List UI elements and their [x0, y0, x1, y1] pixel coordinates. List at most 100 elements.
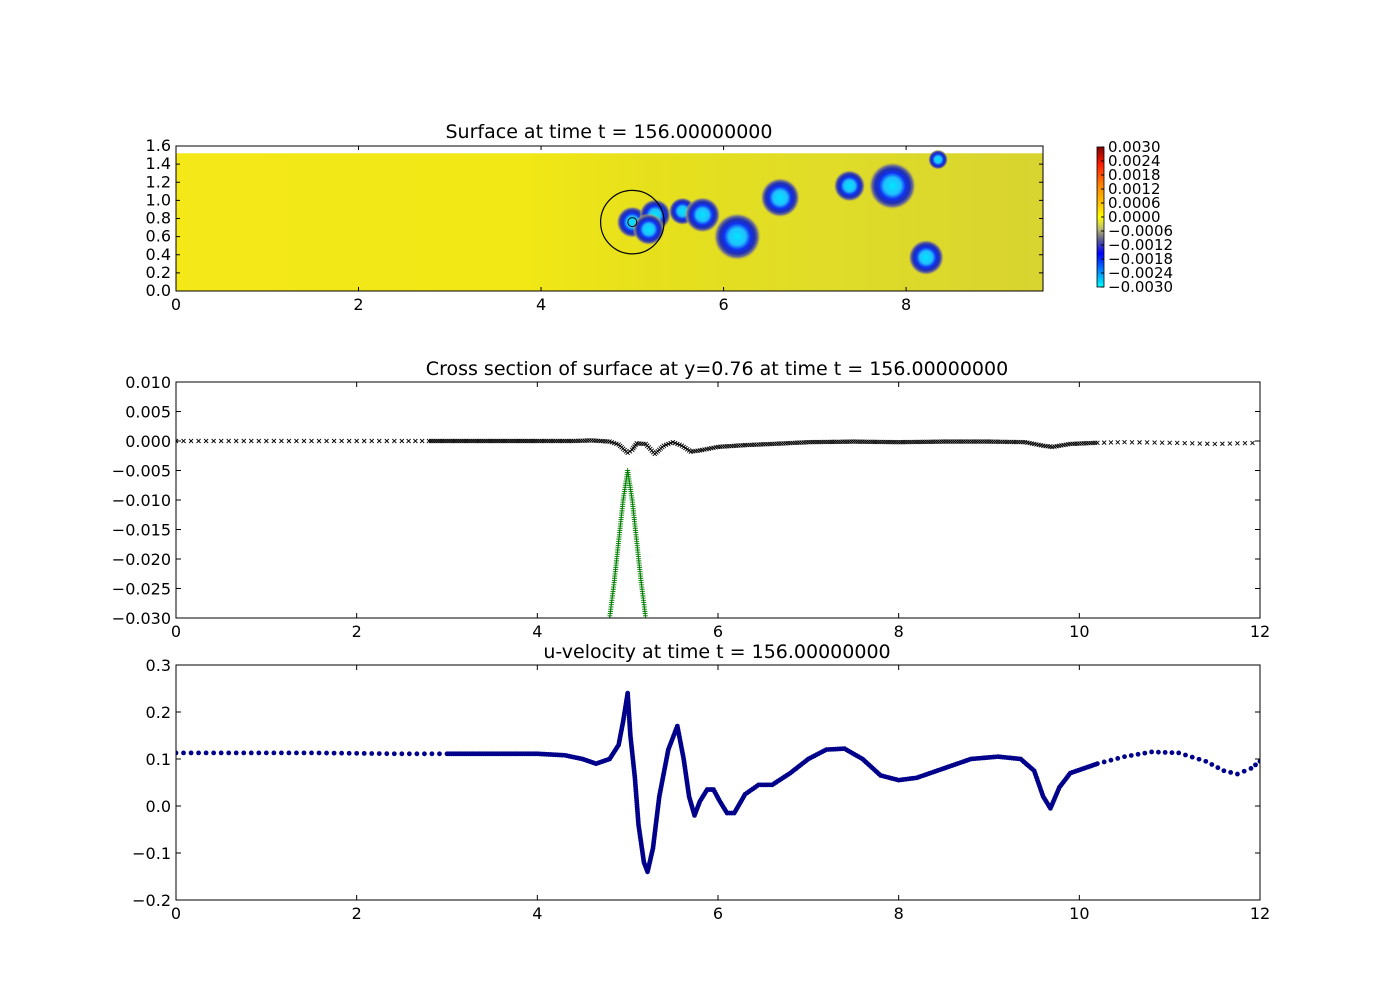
- x-tick-label: 4: [532, 622, 542, 641]
- data-point: [1189, 754, 1195, 760]
- data-point: [278, 750, 284, 756]
- y-tick-label: 0.8: [146, 209, 171, 228]
- data-point: [286, 438, 292, 444]
- data-point: [264, 438, 269, 444]
- y-tick-label: −0.025: [112, 580, 171, 599]
- data-point: [339, 750, 345, 756]
- data-point: [301, 750, 307, 756]
- data-point: [1167, 440, 1172, 446]
- data-point: [376, 438, 382, 444]
- data-point: [1137, 440, 1142, 445]
- data-point: [369, 438, 375, 444]
- x-tick-label: 0: [171, 622, 181, 641]
- data-point: [1197, 441, 1203, 446]
- data-point: [1253, 762, 1258, 768]
- panel-3-title: u-velocity at time t = 156.00000000: [543, 641, 890, 663]
- data-point: [1235, 441, 1240, 446]
- y-tick-label: 0.6: [146, 227, 171, 246]
- x-tick-label: 2: [352, 622, 362, 641]
- data-point: [241, 438, 247, 444]
- x-tick-label: 2: [352, 904, 362, 923]
- panel-2-title: Cross section of surface at y=0.76 at ti…: [426, 358, 1008, 380]
- depression-mark: [632, 213, 665, 246]
- data-point: [211, 750, 217, 756]
- data-point: [286, 750, 292, 756]
- colorbar: 0.00300.00240.00180.00120.00060.0000−0.0…: [1096, 138, 1173, 296]
- y-tick-label: −0.015: [112, 521, 171, 540]
- data-point: [218, 438, 224, 444]
- colorbar-tick-label: 0.0006: [1108, 194, 1161, 212]
- data-point: [294, 438, 299, 444]
- data-point: [1257, 758, 1260, 764]
- data-point: [233, 750, 239, 756]
- colorbar-tick-label: 0.0000: [1108, 208, 1161, 226]
- y-tick-label: 0.010: [125, 373, 171, 392]
- x-tick-label: 10: [1069, 904, 1089, 923]
- data-point: [256, 750, 262, 756]
- y-tick-label: 1.4: [146, 154, 171, 173]
- data-point: [419, 438, 425, 444]
- depression-mark: [908, 239, 945, 276]
- data-point: [196, 750, 201, 756]
- data-point: [248, 750, 254, 756]
- y-tick-label: 0.005: [125, 403, 171, 422]
- data-point: [1203, 758, 1209, 764]
- data-point: [181, 750, 186, 756]
- data-point: [346, 438, 352, 444]
- data-point: [271, 750, 277, 756]
- data-point: [1176, 750, 1182, 756]
- cross-section-plot: 0 2 4 6 8 10 12 0.010 0.005 0.000 −0.005 −0.010 −0.0…: [112, 373, 1270, 641]
- data-point: [1220, 441, 1225, 447]
- depression-mark: [833, 169, 866, 202]
- data-point: [1115, 756, 1121, 761]
- data-point: [361, 751, 367, 756]
- data-point: [1101, 759, 1107, 765]
- data-point: [324, 750, 329, 756]
- depression-mark: [713, 212, 762, 261]
- data-point: [1227, 441, 1233, 446]
- data-point: [1215, 765, 1221, 771]
- data-point: [1108, 440, 1114, 445]
- data-point: [1228, 769, 1234, 775]
- data-point: [279, 438, 284, 444]
- data-point: [1142, 750, 1148, 756]
- data-point: [211, 438, 216, 444]
- colorbar-tick-label: −0.0006: [1108, 222, 1173, 240]
- data-point: [203, 438, 209, 444]
- y-tick-label: 0.0: [146, 281, 171, 300]
- depression-mark: [868, 161, 917, 210]
- y-tick-label: 0.000: [125, 432, 171, 451]
- data-point: [354, 438, 359, 444]
- data-point: [1152, 440, 1157, 445]
- x-tick-label: 4: [536, 295, 546, 314]
- y-tick-label: 0.2: [146, 263, 171, 282]
- data-point: [422, 751, 427, 757]
- data-point: [1242, 440, 1248, 446]
- data-point: [1155, 749, 1161, 755]
- data-point: [384, 751, 390, 757]
- data-point: [1095, 440, 1100, 446]
- depression-mark: [684, 196, 721, 233]
- data-point: [316, 750, 322, 756]
- y-tick-label: 0.4: [146, 245, 171, 264]
- data-point: [391, 438, 397, 444]
- data-point: [1128, 753, 1134, 758]
- data-point: [1108, 757, 1114, 763]
- data-point: [1221, 768, 1227, 774]
- surface-heatmap: 0 2 4 6 8 0.00.20.40.60.81.01.21.41.6: [146, 136, 1044, 314]
- data-point: [233, 438, 239, 444]
- data-point: [1209, 762, 1215, 767]
- data-point: [1095, 761, 1100, 767]
- x-tick-label: 12: [1250, 622, 1270, 641]
- x-tick-label: 4: [532, 904, 542, 923]
- y-tick-label: 0.1: [146, 750, 171, 769]
- x-tick-label: 8: [901, 295, 911, 314]
- data-point: [354, 750, 360, 756]
- data-point: [1169, 750, 1175, 756]
- colorbar-tick-label: 0.0018: [1108, 166, 1161, 184]
- data-point: [1135, 751, 1141, 757]
- data-point: [429, 751, 435, 757]
- data-point: [399, 751, 405, 757]
- data-point: [188, 750, 194, 756]
